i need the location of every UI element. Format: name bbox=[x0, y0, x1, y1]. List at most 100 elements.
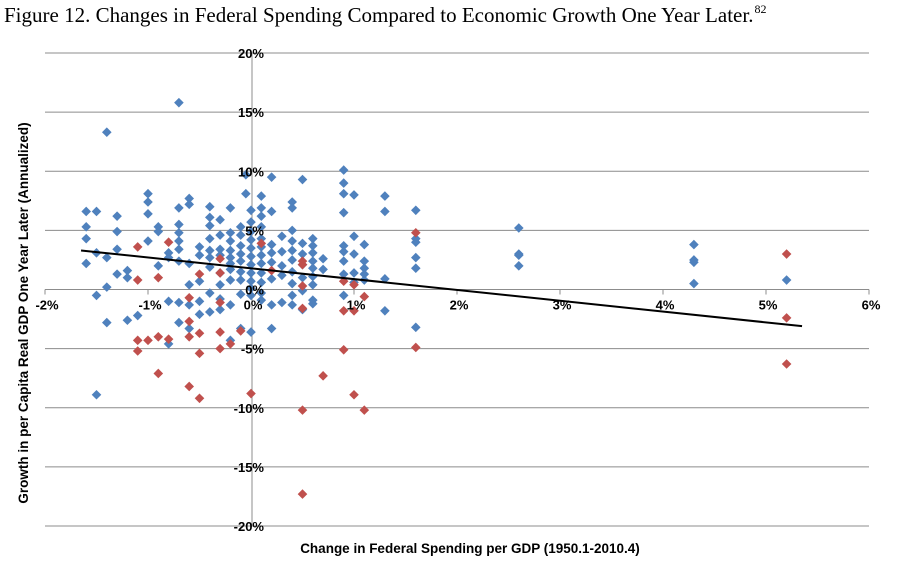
blue-point bbox=[112, 244, 122, 255]
blue-point bbox=[266, 172, 277, 182]
grid-lines bbox=[45, 52, 869, 527]
blue-point bbox=[184, 199, 194, 210]
blue-point bbox=[246, 327, 256, 337]
blue-point bbox=[81, 258, 91, 269]
red-point bbox=[153, 272, 164, 283]
blue-point bbox=[338, 188, 349, 199]
blue-point bbox=[241, 169, 251, 180]
blue-point bbox=[256, 258, 267, 269]
red-point bbox=[246, 388, 256, 399]
blue-point bbox=[246, 226, 256, 237]
red-point bbox=[215, 343, 225, 354]
blue-point bbox=[102, 282, 112, 292]
red-point bbox=[349, 389, 359, 400]
blue-point bbox=[689, 239, 699, 250]
red-point bbox=[297, 281, 308, 291]
blue-point bbox=[174, 219, 184, 230]
blue-point bbox=[349, 231, 359, 242]
blue-point bbox=[689, 257, 699, 268]
y-tick-label: -15% bbox=[234, 460, 265, 475]
blue-point bbox=[256, 295, 267, 305]
x-tick-labels: -2% -1% 0% 1% 2% 3% 4% 5% 6% bbox=[35, 298, 880, 313]
blue-point bbox=[225, 300, 236, 310]
chart-title: Figure 12. Changes in Federal Spending C… bbox=[4, 2, 766, 28]
y-tick-label: 20% bbox=[238, 46, 264, 61]
blue-point bbox=[122, 315, 133, 326]
blue-point bbox=[287, 197, 297, 207]
blue-point bbox=[359, 269, 370, 279]
y-tick-label: 15% bbox=[238, 105, 264, 120]
red-point bbox=[184, 292, 194, 303]
blue-point bbox=[308, 256, 318, 266]
blue-point bbox=[184, 258, 194, 269]
blue-point bbox=[256, 191, 267, 201]
blue-point bbox=[205, 220, 215, 231]
blue-point bbox=[287, 278, 297, 289]
blue-point bbox=[215, 244, 225, 255]
red-point bbox=[163, 237, 174, 247]
blue-point bbox=[163, 296, 174, 307]
blue-point bbox=[112, 226, 122, 237]
red-point bbox=[194, 393, 205, 404]
blue-point bbox=[256, 268, 267, 278]
blue-point bbox=[246, 276, 256, 287]
blue-point bbox=[338, 256, 349, 266]
blue-point bbox=[256, 211, 267, 221]
red-point bbox=[781, 313, 792, 323]
x-tick-label: 5% bbox=[759, 298, 778, 313]
blue-point bbox=[287, 203, 297, 213]
red-point bbox=[411, 227, 421, 238]
blue-point bbox=[380, 305, 390, 316]
blue-point bbox=[380, 206, 390, 217]
y-tick-label: -10% bbox=[234, 401, 265, 416]
blue-point bbox=[380, 191, 390, 201]
blue-point bbox=[781, 275, 792, 285]
blue-point bbox=[215, 279, 225, 290]
blue-point bbox=[143, 197, 153, 207]
blue-point bbox=[225, 245, 236, 256]
blue-point bbox=[112, 211, 122, 221]
blue-point bbox=[112, 269, 122, 279]
red-point bbox=[297, 405, 308, 415]
blue-point bbox=[266, 257, 277, 268]
blue-point bbox=[184, 279, 194, 290]
red-point bbox=[318, 371, 328, 381]
trendline bbox=[80, 249, 803, 328]
red-point bbox=[781, 359, 792, 369]
red-point bbox=[194, 348, 205, 359]
blue-point bbox=[246, 243, 256, 253]
blue-point bbox=[308, 271, 318, 282]
blue-point bbox=[266, 323, 277, 334]
y-tick-labels: 20% 15% 10% 5% 0% -5% -10% -15% -20% bbox=[234, 46, 265, 534]
blue-point bbox=[174, 227, 184, 238]
x-axis-label: Change in Federal Spending per GDP (1950… bbox=[300, 541, 640, 556]
blue-point bbox=[514, 250, 524, 261]
red-point bbox=[297, 303, 308, 314]
blue-point bbox=[266, 300, 277, 310]
blue-point bbox=[411, 263, 421, 274]
y-tick-label: 5% bbox=[245, 223, 264, 238]
red-point bbox=[338, 276, 349, 287]
blue-point bbox=[246, 290, 256, 301]
red-point bbox=[153, 368, 164, 379]
red-point bbox=[153, 332, 164, 342]
blue-point bbox=[122, 265, 133, 276]
blue-point bbox=[205, 201, 215, 212]
red-point bbox=[338, 305, 349, 316]
blue-point bbox=[246, 235, 256, 245]
y-tick-label: -20% bbox=[234, 519, 265, 534]
blue-point bbox=[287, 245, 297, 256]
blue-point bbox=[225, 236, 236, 246]
blue-point bbox=[225, 203, 236, 213]
blue-point bbox=[277, 297, 287, 308]
blue-point bbox=[359, 239, 370, 250]
blue-point bbox=[266, 239, 277, 250]
red-point bbox=[132, 346, 143, 356]
x-tick-label: 2% bbox=[450, 298, 469, 313]
blue-point bbox=[349, 190, 359, 200]
y-axis-label: Growth in per Capita Real GDP One Year L… bbox=[16, 122, 31, 503]
x-tick-label: -1% bbox=[138, 298, 162, 313]
blue-point bbox=[194, 242, 205, 252]
blue-point bbox=[205, 307, 215, 317]
blue-point bbox=[205, 212, 215, 223]
